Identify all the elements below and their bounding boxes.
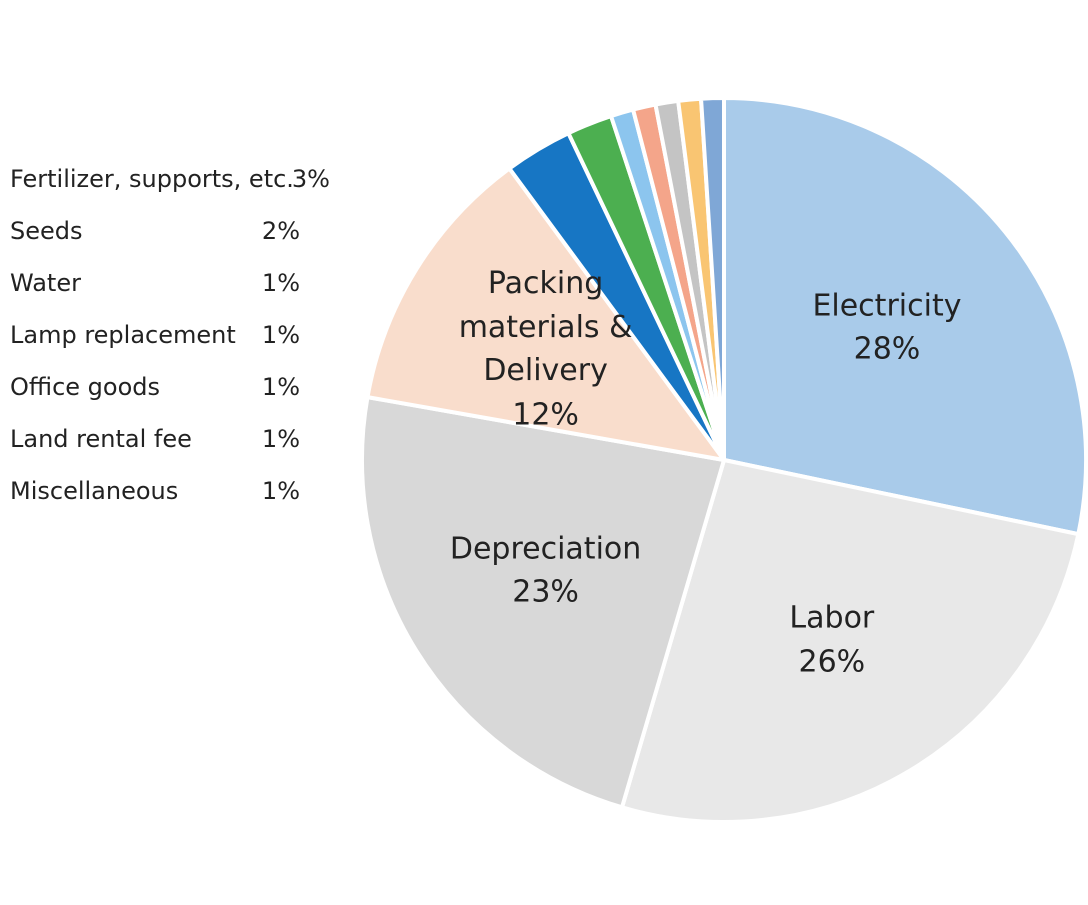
pie-slice [365,165,729,463]
legend-value-label: 1% [262,269,300,297]
slice-value-label: 23% [512,574,579,610]
legend-label: Office goods [10,373,160,401]
slice-label: Labor [789,600,875,636]
legend-label: Miscellaneous [10,477,178,505]
legend-value-label: 1% [262,425,300,453]
legend-value-label: 1% [262,321,300,349]
legend-value-label: 2% [262,217,300,245]
legend-label: Land rental fee [10,425,192,453]
legend-value-label: 3% [292,165,330,193]
pie-slice [360,394,727,810]
pie-slice [619,457,1081,824]
legend-label: Water [10,269,81,297]
slice-value-label: 26% [798,644,866,680]
slice-label: Electricity [812,287,962,323]
legend-value-label: 1% [262,477,300,505]
pie-slice [698,95,726,461]
slice-label: Packing materials & Delivery [458,266,633,389]
legend-label: Fertilizer, supports, etc. [10,165,294,193]
legend-value-label: 1% [262,373,300,401]
slice-label: Depreciation [449,530,642,566]
legend-label: Lamp replacement [10,321,236,349]
slice-value-label: 12% [512,396,579,432]
pie-slice [722,95,1088,537]
legend-label: Seeds [10,217,83,245]
slice-value-label: 28% [853,331,921,367]
